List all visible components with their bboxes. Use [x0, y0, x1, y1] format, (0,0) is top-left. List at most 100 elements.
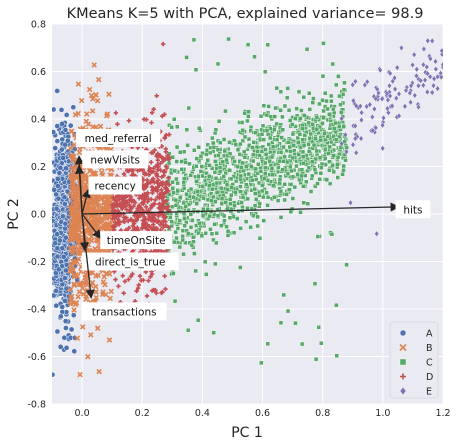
point-C	[224, 224, 229, 229]
point-C	[179, 159, 184, 164]
vector-label-direct_is_true: direct_is_true	[81, 252, 179, 271]
point-C	[320, 121, 325, 126]
point-C	[312, 281, 318, 286]
point-C	[238, 265, 243, 270]
point-C	[240, 128, 245, 133]
point-A	[70, 312, 77, 319]
point-C	[214, 180, 220, 186]
point-C	[173, 203, 179, 208]
point-C	[331, 106, 336, 112]
point-B	[92, 283, 99, 290]
point-C	[252, 203, 258, 208]
point-C	[259, 360, 264, 366]
point-C	[293, 116, 298, 121]
point-C	[222, 218, 227, 223]
point-C	[223, 108, 228, 114]
point-C	[311, 96, 316, 101]
point-B	[106, 91, 112, 98]
point-C	[331, 169, 337, 175]
point-C	[192, 148, 197, 153]
point-C	[242, 155, 248, 160]
point-A	[54, 328, 61, 335]
legend-label: A	[426, 329, 433, 340]
point-C	[228, 201, 233, 207]
point-C	[250, 158, 256, 164]
point-C	[194, 201, 199, 206]
point-C	[317, 155, 323, 160]
point-C	[317, 101, 322, 107]
point-A	[55, 183, 61, 189]
point-C	[173, 197, 179, 203]
point-C	[197, 126, 202, 131]
point-C	[321, 41, 326, 46]
point-B	[84, 111, 90, 117]
point-C	[341, 87, 347, 92]
point-C	[265, 178, 271, 183]
point-C	[202, 259, 208, 265]
point-C	[184, 127, 190, 132]
point-C	[265, 203, 270, 208]
point-C	[305, 201, 311, 206]
point-C	[210, 186, 215, 192]
point-C	[266, 104, 271, 109]
point-C	[242, 134, 248, 140]
point-C	[315, 234, 321, 239]
point-C	[344, 262, 349, 267]
point-C	[213, 176, 219, 181]
x-tick-label: 0.4	[195, 408, 210, 419]
point-C	[308, 131, 313, 137]
point-C	[235, 147, 241, 153]
point-C	[250, 145, 255, 150]
point-C	[261, 103, 267, 108]
legend-marker	[399, 329, 407, 337]
point-C	[201, 206, 206, 212]
point-C	[321, 114, 326, 120]
point-C	[190, 218, 195, 223]
point-C	[219, 201, 225, 206]
point-C	[204, 152, 209, 157]
point-C	[175, 124, 180, 130]
point-C	[253, 197, 259, 202]
point-C	[265, 195, 271, 200]
point-C	[327, 144, 333, 150]
point-C	[214, 190, 220, 195]
point-C	[300, 126, 305, 131]
point-A	[58, 146, 65, 153]
point-C	[261, 176, 267, 181]
point-C	[188, 173, 193, 178]
point-C	[255, 149, 260, 154]
point-C	[186, 105, 192, 111]
point-C	[310, 121, 315, 127]
vector-label-text: newVisits	[90, 154, 140, 166]
point-B	[85, 121, 92, 127]
point-A	[53, 302, 60, 309]
x-tick-label: 0.8	[315, 408, 330, 419]
point-C	[339, 110, 344, 115]
point-C	[282, 154, 287, 160]
y-tick-label: 0.6	[31, 67, 46, 78]
point-C	[229, 192, 234, 198]
point-C	[291, 143, 296, 148]
point-C	[274, 85, 279, 91]
point-A	[54, 231, 60, 238]
point-C	[288, 149, 293, 154]
point-C	[227, 197, 233, 202]
point-B	[89, 108, 96, 114]
point-C	[299, 173, 304, 179]
point-C	[223, 200, 228, 205]
point-C	[204, 272, 209, 277]
point-C	[285, 140, 291, 145]
point-A	[57, 164, 64, 171]
legend-label: E	[426, 387, 432, 398]
point-C	[335, 162, 340, 167]
point-C	[293, 320, 298, 326]
point-C	[213, 199, 218, 204]
point-C	[278, 215, 284, 220]
vector-label-recency: recency	[88, 176, 142, 195]
point-C	[266, 142, 271, 147]
point-C	[298, 210, 303, 215]
point-C	[240, 195, 246, 200]
point-C	[193, 67, 199, 72]
point-C	[285, 171, 291, 177]
